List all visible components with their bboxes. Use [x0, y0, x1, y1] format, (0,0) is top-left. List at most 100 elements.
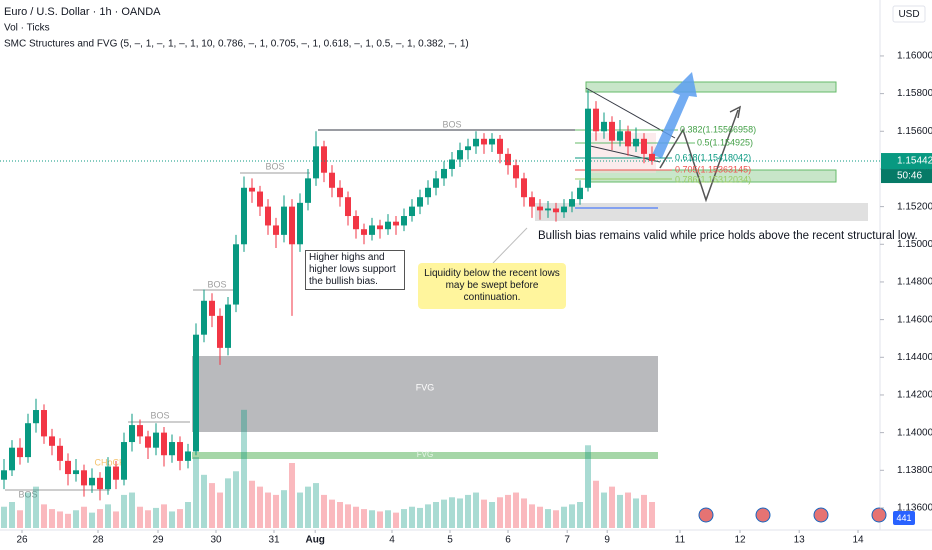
candle-body: [289, 206, 295, 245]
volume-bar: [481, 499, 487, 528]
volume-bar: [33, 486, 39, 528]
x-tick-label: 6: [505, 535, 511, 546]
x-tick-label: 12: [734, 535, 746, 546]
candle-body: [249, 187, 255, 192]
candle-body: [9, 447, 15, 471]
candle-body: [497, 138, 503, 154]
candle-body: [169, 442, 175, 456]
volume-bar: [153, 507, 159, 528]
volume-bar: [377, 511, 383, 528]
candle-body: [33, 410, 39, 424]
volume-bar: [345, 504, 351, 528]
candle-body: [161, 432, 167, 456]
volume-bar: [121, 494, 127, 528]
event-flag[interactable]: [698, 507, 714, 523]
note-pointer: [492, 227, 528, 264]
candle-body: [441, 168, 447, 179]
volume-bar: [273, 494, 279, 528]
volume-bar: [361, 509, 367, 528]
candle-body: [97, 477, 103, 490]
last-price-box: [881, 153, 932, 170]
y-tick-label: 1.16000: [897, 51, 932, 62]
candle-body: [353, 216, 359, 230]
volume-bar: [353, 506, 359, 528]
structure-label: BOS: [442, 119, 461, 129]
candle-body: [545, 208, 551, 211]
candle-body: [649, 153, 655, 162]
candle-body: [569, 199, 575, 207]
volume-bar: [385, 510, 391, 528]
event-flag[interactable]: [755, 507, 771, 523]
candle-body: [241, 187, 247, 245]
badge: 441: [896, 513, 911, 523]
currency-box[interactable]: [892, 5, 926, 23]
candle-body: [369, 225, 375, 235]
volume-bar: [289, 463, 295, 528]
volume-bar: [609, 486, 615, 528]
candle-body: [129, 425, 135, 443]
volume-bar: [217, 492, 223, 528]
candle-body: [225, 304, 231, 348]
indicator-label: SMC Structures and FVG (5, –, 1, –, 1, –…: [4, 39, 469, 50]
volume-bar: [193, 457, 199, 528]
structure-label: BOS: [265, 161, 284, 171]
volume-bar: [369, 510, 375, 528]
volume-bar: [393, 512, 399, 528]
y-tick-label: 1.13600: [897, 503, 932, 514]
countdown-box: [881, 169, 932, 184]
candle-body: [585, 108, 591, 188]
fib-label: 0.618(1.15418042): [675, 152, 751, 162]
structure-label: BOS: [207, 279, 226, 289]
y-tick-label: 1.15800: [897, 88, 932, 99]
volume-bar: [177, 509, 183, 528]
y-tick-label: 1.14400: [897, 352, 932, 363]
candle-body: [193, 334, 199, 452]
candle-body: [393, 221, 399, 226]
volume-bar: [513, 492, 519, 528]
candle-body: [601, 121, 607, 132]
candle-body: [201, 300, 207, 335]
candle-body: [313, 146, 319, 179]
event-flag[interactable]: [871, 507, 887, 523]
countdown: 50:46: [897, 171, 922, 182]
y-tick-label: 1.15200: [897, 201, 932, 212]
y-tick-label: 1.14800: [897, 277, 932, 288]
candle-body: [233, 244, 239, 305]
volume-bar: [577, 502, 583, 528]
volume-bar: [569, 504, 575, 528]
volume-bar: [321, 494, 327, 528]
volume-bar: [25, 492, 31, 528]
volume-bar: [41, 504, 47, 528]
x-tick-label: 9: [604, 535, 610, 546]
candle-body: [609, 121, 615, 141]
candle-body: [209, 300, 215, 316]
volume-bar: [145, 510, 151, 528]
candle-body: [625, 131, 631, 147]
candle-body: [425, 187, 431, 198]
volume-bar: [505, 494, 511, 528]
candle-body: [593, 108, 599, 132]
volume-bar: [161, 504, 167, 528]
volume-bar: [169, 511, 175, 528]
y-tick-label: 1.13800: [897, 465, 932, 476]
volume-bar: [537, 506, 543, 528]
event-flag[interactable]: [813, 507, 829, 523]
candle-body: [25, 423, 31, 458]
zone-label: FVG: [417, 450, 433, 459]
candle-body: [417, 197, 423, 207]
candle-body: [481, 138, 487, 145]
volume-bar: [585, 445, 591, 528]
candle-body: [89, 477, 95, 486]
chart-title: Euro / U.S. Dollar · 1h · OANDA: [4, 6, 161, 18]
volume-bar: [89, 512, 95, 528]
volume-bar: [641, 494, 647, 528]
candle-body: [505, 153, 511, 166]
projection-path: [659, 109, 739, 203]
x-tick-label: 4: [389, 535, 395, 546]
volume-bar: [457, 498, 463, 528]
y-tick-label: 1.14000: [897, 427, 932, 438]
volume-bar: [105, 504, 111, 528]
candle-body: [641, 138, 647, 154]
volume-bar: [545, 509, 551, 528]
fib-label: 0.786(1.15312034): [675, 174, 751, 184]
